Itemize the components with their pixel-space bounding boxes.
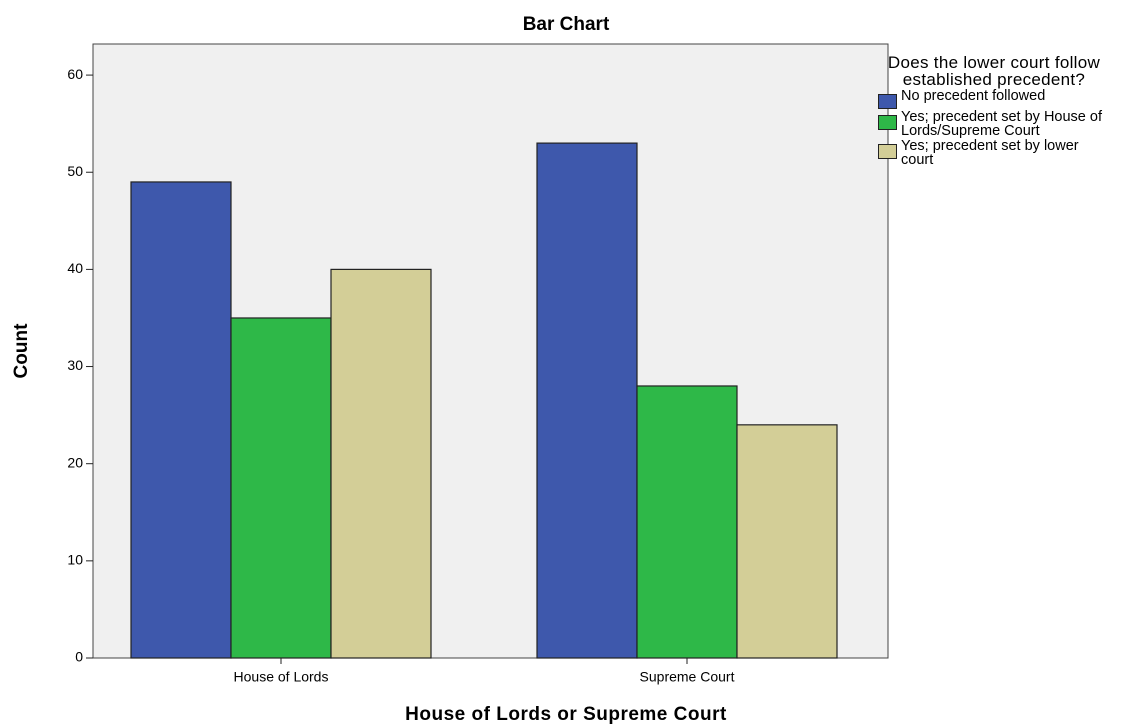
legend-label: Yes; precedent set by lower court (901, 138, 1079, 168)
y-tick-label: 40 (67, 260, 83, 276)
y-tick-label: 10 (67, 552, 83, 568)
y-axis-label: Count (11, 323, 32, 379)
y-tick-label: 20 (67, 454, 83, 470)
y-tick-label: 0 (75, 649, 83, 665)
y-tick-label: 50 (67, 163, 83, 179)
bar (230, 317, 332, 659)
legend-swatch (878, 144, 897, 159)
chart-title: Bar Chart (523, 14, 610, 35)
y-tick-label: 60 (67, 66, 83, 82)
bar (130, 181, 232, 659)
legend-title: Does the lower court follow established … (887, 53, 1101, 89)
bar (636, 385, 738, 659)
legend-label: No precedent followed (901, 88, 1046, 104)
y-tick-label: 30 (67, 357, 83, 373)
legend-swatch (878, 94, 897, 109)
legend-entry: No precedent followed (878, 88, 1128, 109)
x-tick-label: House of Lords (234, 669, 329, 685)
legend-swatch (878, 115, 897, 130)
legend: Does the lower court follow established … (878, 54, 1128, 167)
x-tick-label: Supreme Court (640, 669, 735, 685)
x-axis-label: House of Lords or Supreme Court (405, 704, 727, 725)
legend-entry: Yes; precedent set by lower court (878, 138, 1128, 168)
bar (536, 142, 638, 659)
bar (330, 268, 432, 659)
bar (736, 424, 838, 659)
legend-entry: Yes; precedent set by House of Lords/Sup… (878, 109, 1128, 139)
legend-label: Yes; precedent set by House of Lords/Sup… (901, 109, 1102, 139)
